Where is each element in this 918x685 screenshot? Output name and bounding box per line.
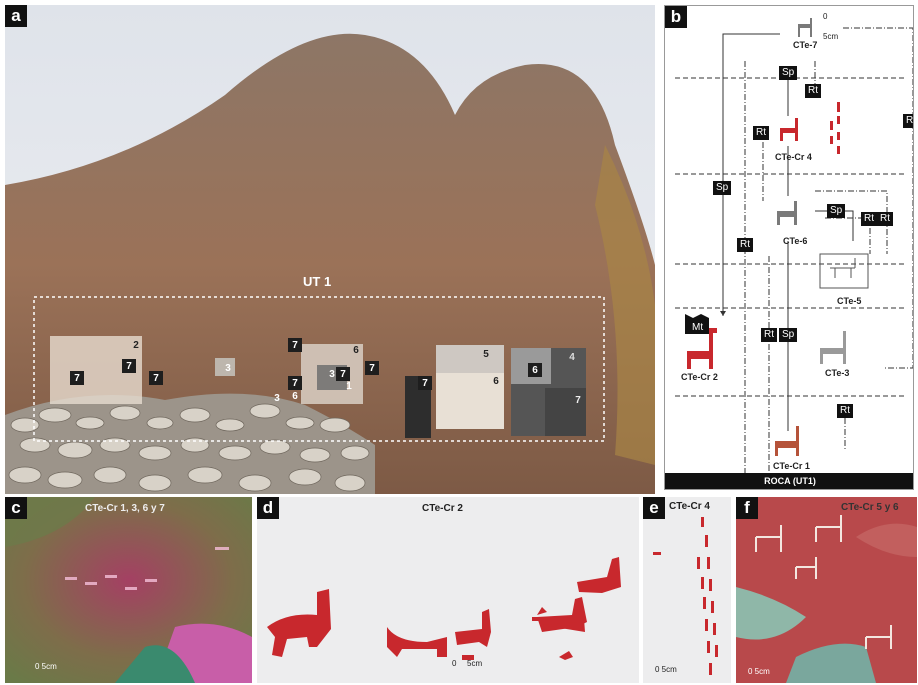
enhanced-photo-c bbox=[5, 497, 252, 683]
panel-c: c CTe-Cr 1, 3, 6 y 7 0 5cm bbox=[5, 497, 252, 683]
panel-f: f CTe-Cr 5 y 6 0 5cm bbox=[736, 497, 917, 683]
scale-zero: 0 bbox=[823, 12, 828, 21]
scale-unit: 5cm bbox=[823, 32, 839, 41]
enhanced-photo-f bbox=[736, 497, 917, 683]
sp-tag: Sp bbox=[779, 66, 798, 80]
mt-tag: Mt bbox=[692, 322, 704, 333]
red-llama-cr1 bbox=[775, 426, 799, 456]
node-label-cr4: CTe-Cr 4 bbox=[775, 152, 812, 162]
sp-tag: Sp bbox=[713, 181, 732, 195]
panel-a: a UT 1 2 7 7 7 3 7 6 3 7 7 1 3 6 7 5 7 6… bbox=[5, 5, 655, 494]
grey-llama-cte3 bbox=[820, 331, 846, 364]
number-box: 7 bbox=[288, 338, 302, 352]
panel-b-label: b bbox=[665, 6, 687, 28]
panel-c-label: c bbox=[5, 497, 27, 519]
base-bar: ROCA (UT1) bbox=[665, 473, 913, 489]
number-box: 3 bbox=[225, 362, 231, 374]
number-box: 7 bbox=[149, 371, 163, 385]
panel-d-scale-unit: 5cm bbox=[467, 659, 483, 668]
red-strokes-e bbox=[653, 517, 718, 675]
node-label-cte7: CTe-7 bbox=[793, 40, 818, 50]
panel-e: e CTe-Cr 4 0 5cm bbox=[643, 497, 731, 683]
rt-tag: Rt bbox=[837, 404, 853, 418]
panel-f-label: f bbox=[736, 497, 758, 519]
number-box: 6 bbox=[353, 344, 359, 356]
number-box: 2 bbox=[133, 339, 139, 351]
rt-tag: Rt bbox=[737, 238, 753, 252]
panel-c-title: CTe-Cr 1, 3, 6 y 7 bbox=[85, 503, 165, 514]
sp-tag: Sp bbox=[827, 204, 846, 218]
rt-tag: Rt bbox=[761, 328, 777, 342]
rt-tag: Rt bbox=[805, 84, 821, 98]
panel-e-scale: 0 5cm bbox=[655, 665, 677, 674]
number-box: 4 bbox=[569, 351, 575, 363]
camelid-silhouettes bbox=[267, 557, 621, 660]
node-label-cr1: CTe-Cr 1 bbox=[773, 461, 810, 471]
rock-photograph bbox=[5, 5, 655, 494]
node-label-cr2: CTe-Cr 2 bbox=[681, 372, 718, 382]
panel-b: b bbox=[664, 5, 914, 490]
ut1-outline bbox=[33, 296, 605, 442]
panel-c-scale: 0 5cm bbox=[35, 662, 57, 671]
outline-panel-cte5 bbox=[819, 253, 869, 289]
number-box: 3 bbox=[274, 392, 280, 404]
number-box: 7 bbox=[288, 376, 302, 390]
number-box: 1 bbox=[346, 380, 352, 392]
panel-d-title: CTe-Cr 2 bbox=[422, 503, 463, 514]
panel-e-label: e bbox=[643, 497, 665, 519]
panel-f-title: CTe-Cr 5 y 6 bbox=[841, 502, 899, 513]
grey-llama-cte6 bbox=[777, 201, 797, 225]
sp-tag: Sp bbox=[779, 328, 798, 342]
ut1-label: UT 1 bbox=[303, 274, 332, 289]
node-label-cte3: CTe-3 bbox=[825, 368, 850, 378]
panel-f-scale: 0 5cm bbox=[748, 667, 770, 676]
panel-d-label: d bbox=[257, 497, 279, 519]
panel-d: d CTe-Cr 2 0 5cm bbox=[257, 497, 639, 683]
number-box: 7 bbox=[418, 376, 432, 390]
panel-a-label: a bbox=[5, 5, 27, 27]
number-box: 7 bbox=[70, 371, 84, 385]
number-box: 7 bbox=[336, 367, 350, 381]
red-llama-cr2 bbox=[687, 328, 717, 369]
red-llama-cr4 bbox=[780, 118, 798, 141]
mt-glyph bbox=[685, 314, 709, 334]
rt-tag: Rt bbox=[861, 212, 877, 226]
node-label-cte6: CTe-6 bbox=[783, 236, 808, 246]
node-label-cte5: CTe-5 bbox=[837, 296, 862, 306]
number-box: 3 bbox=[329, 368, 335, 380]
number-box: 6 bbox=[528, 363, 542, 377]
grey-llama-cte7 bbox=[798, 18, 812, 37]
rt-tag: Rt bbox=[877, 212, 893, 226]
number-box: 6 bbox=[493, 375, 499, 387]
number-box: 7 bbox=[365, 361, 379, 375]
panel-d-scale-zero: 0 bbox=[452, 659, 457, 668]
base-label: ROCA (UT1) bbox=[764, 476, 816, 486]
number-box: 7 bbox=[575, 394, 581, 406]
number-box: 5 bbox=[483, 348, 489, 360]
number-box: 7 bbox=[122, 359, 136, 373]
number-box: 6 bbox=[292, 390, 298, 402]
panel-e-title: CTe-Cr 4 bbox=[669, 501, 710, 512]
rt-tag: Rt bbox=[903, 114, 913, 128]
rt-tag: Rt bbox=[753, 126, 769, 140]
red-strokes-cr4 bbox=[830, 102, 840, 154]
